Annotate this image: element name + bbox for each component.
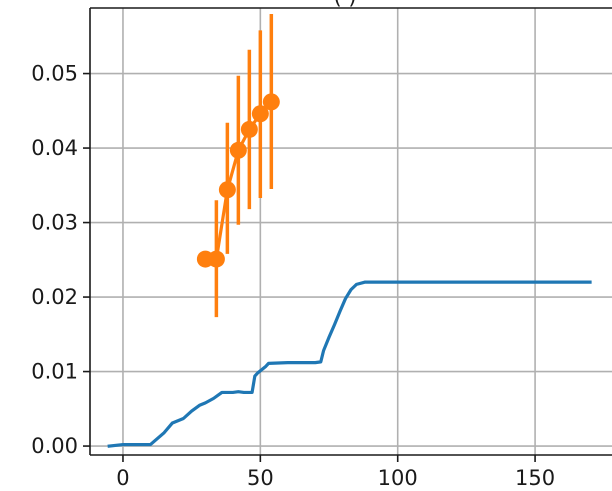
data-point [229, 141, 247, 159]
data-point [218, 181, 236, 199]
y-tick-label: 0.00 [31, 434, 78, 458]
series-line [107, 280, 592, 448]
y-tick-label: 0.01 [31, 360, 78, 384]
series-group [107, 13, 592, 448]
data-point [207, 250, 225, 268]
series-2 [196, 13, 280, 318]
data-point [240, 120, 258, 138]
x-tick-label: 150 [515, 466, 555, 490]
plot-area [90, 8, 612, 455]
y-tick-label: 0.05 [31, 62, 78, 86]
y-tick-label: 0.03 [31, 211, 78, 235]
y-tick-label: 0.04 [31, 136, 78, 160]
chart-title-fragment: ( ) [333, 0, 356, 9]
series-1 [107, 280, 592, 448]
data-point [251, 105, 269, 123]
y-tick-label: 0.02 [31, 285, 78, 309]
x-tick-label: 100 [378, 466, 418, 490]
axes [89, 7, 612, 456]
x-tick-label: 0 [116, 466, 129, 490]
data-point [262, 93, 280, 111]
x-tick-label: 50 [247, 466, 274, 490]
gridlines [90, 8, 612, 455]
ticks: 0 50 100 150 0.00 0.01 0.02 0.03 0.04 0.05 [31, 62, 555, 490]
